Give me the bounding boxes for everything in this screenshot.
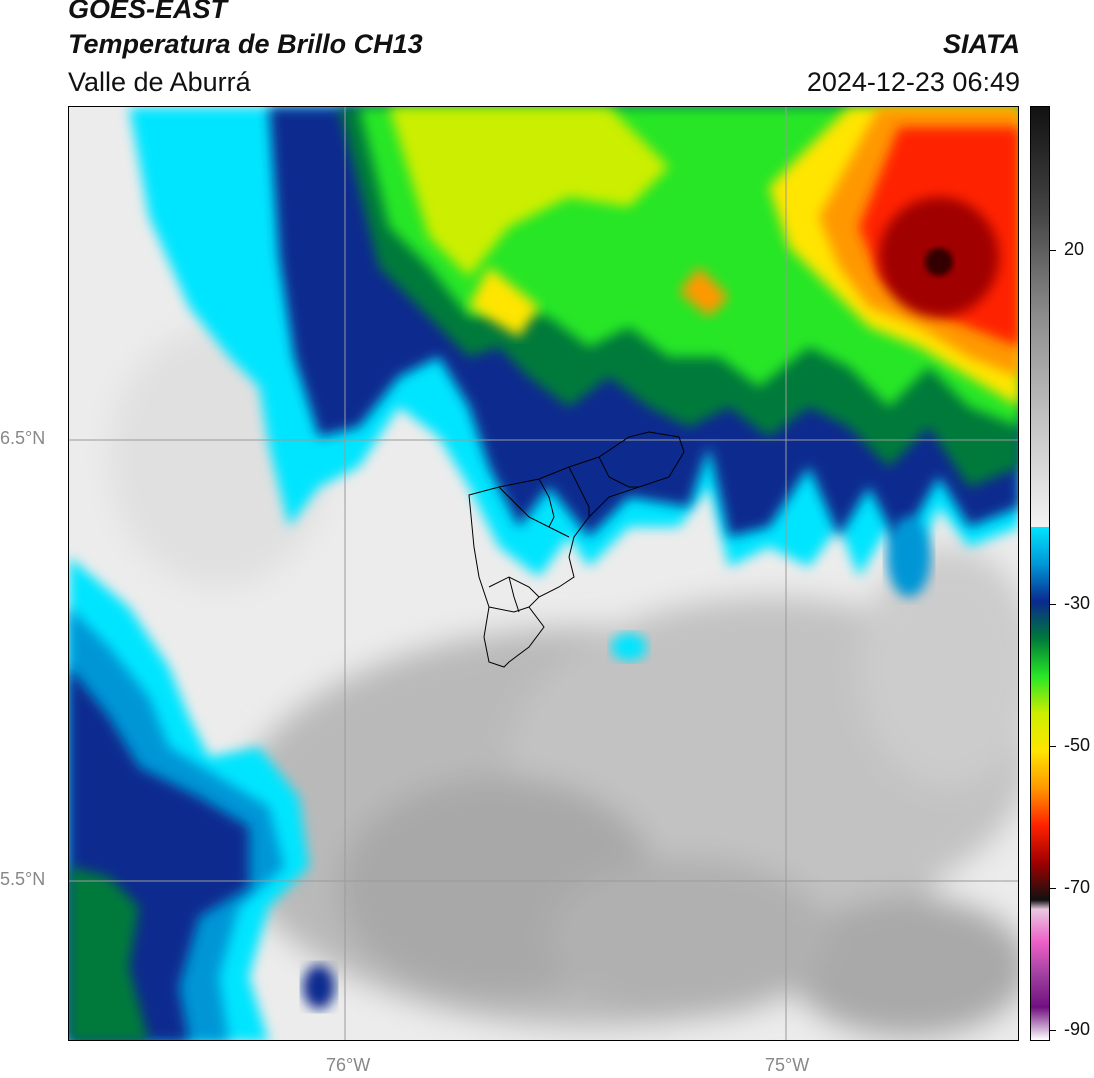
satellite-title: GOES-EAST bbox=[68, 0, 228, 24]
region-subtitle: Valle de Aburrá bbox=[68, 67, 251, 97]
product-title: Temperatura de Brillo CH13 bbox=[68, 29, 423, 59]
colorbar-label-minus50: -50 bbox=[1064, 735, 1091, 755]
cold-cloud-southwest bbox=[69, 517, 931, 1040]
colorbar-label-minus70: -70 bbox=[1064, 877, 1091, 897]
gray-cloud-field bbox=[109, 327, 1018, 1037]
colorbar bbox=[1030, 106, 1050, 1041]
lat-label-5-5: 5.5°N bbox=[0, 869, 46, 889]
colorbar-tick bbox=[1050, 1030, 1056, 1031]
map-canvas bbox=[69, 107, 1018, 1040]
graticule bbox=[69, 107, 1018, 1040]
satellite-map[interactable] bbox=[68, 106, 1019, 1041]
colorbar-label-minus90: -90 bbox=[1064, 1019, 1091, 1039]
colorbar-tick bbox=[1050, 250, 1056, 251]
lat-label-6-5: 6.5°N bbox=[0, 428, 46, 448]
colorbar-tick bbox=[1050, 746, 1056, 747]
datetime-label: 2024-12-23 06:49 bbox=[806, 67, 1020, 97]
lon-label-75w: 75°W bbox=[765, 1055, 810, 1075]
lon-label-76w: 76°W bbox=[326, 1055, 371, 1075]
colorbar-tick bbox=[1050, 888, 1056, 889]
colorbar-label-20: 20 bbox=[1064, 239, 1085, 259]
cold-cloud-top bbox=[129, 107, 1018, 577]
colorbar-label-minus30: -30 bbox=[1064, 593, 1091, 613]
brand-label: SIATA bbox=[943, 29, 1020, 59]
municipal-boundaries bbox=[468, 431, 685, 668]
colorbar-tick bbox=[1050, 604, 1056, 605]
